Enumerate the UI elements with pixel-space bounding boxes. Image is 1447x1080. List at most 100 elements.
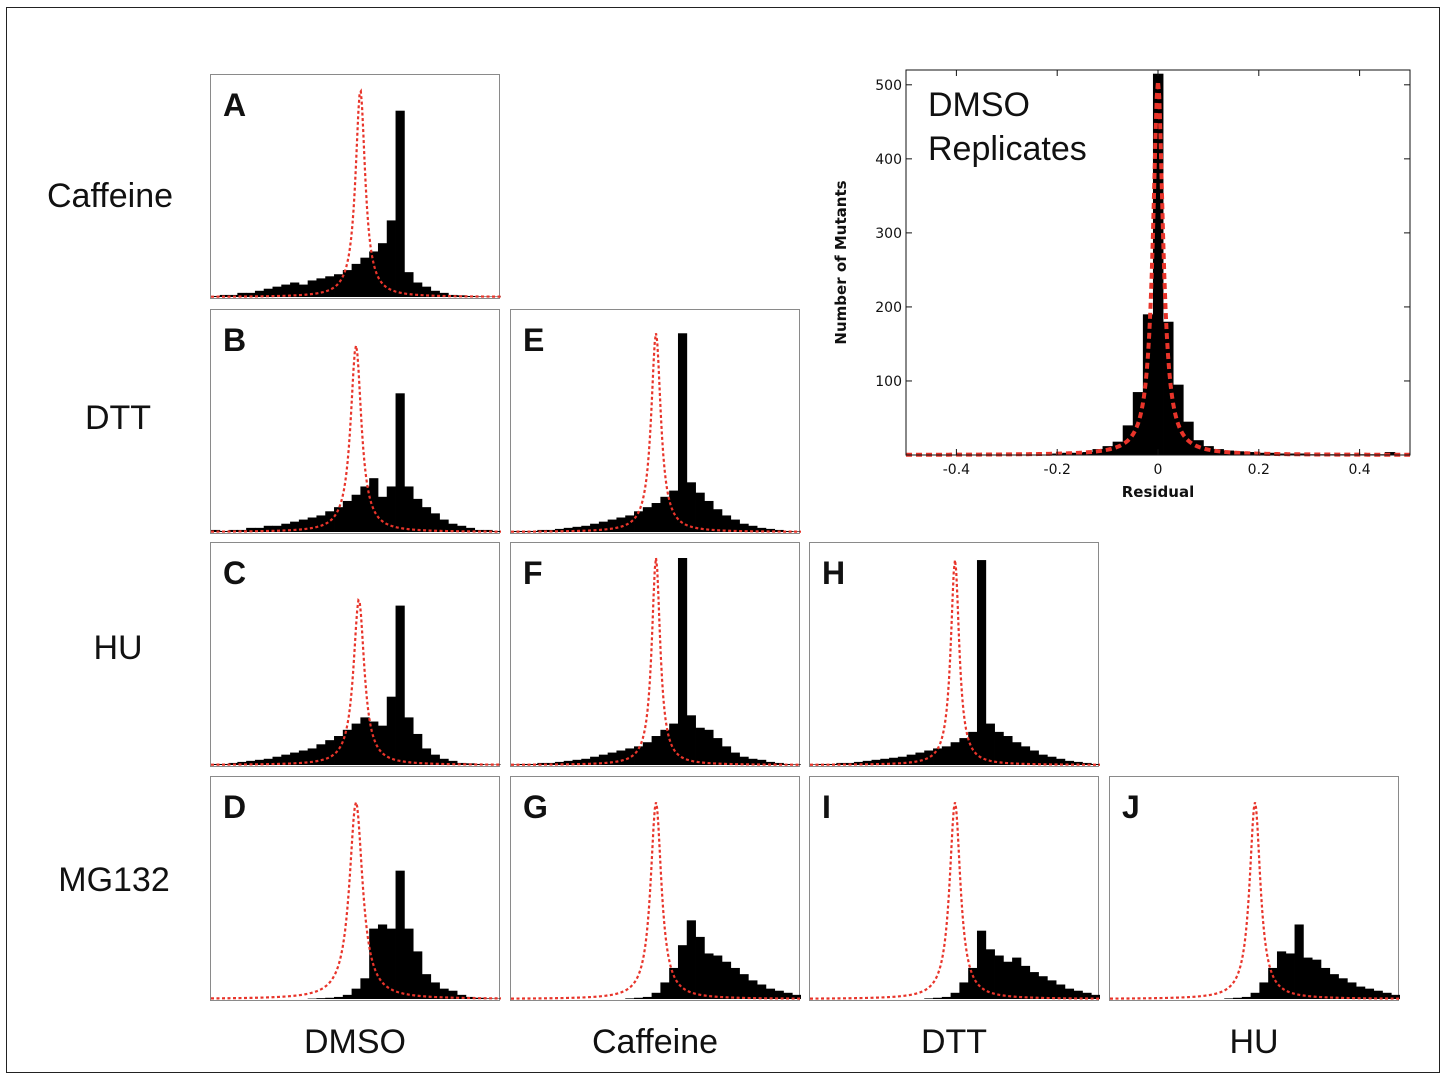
bar bbox=[360, 486, 370, 532]
y-tick-label: 200 bbox=[875, 300, 902, 316]
bar bbox=[1091, 994, 1100, 999]
bar bbox=[704, 500, 714, 532]
bar bbox=[1320, 967, 1331, 999]
bar bbox=[950, 992, 960, 999]
panel-i: I bbox=[809, 776, 1100, 1001]
bar bbox=[669, 967, 679, 999]
column-label-dmso: DMSO bbox=[304, 1023, 406, 1061]
bar bbox=[413, 282, 423, 297]
bar bbox=[730, 967, 740, 999]
bar bbox=[748, 525, 758, 532]
bar bbox=[246, 292, 256, 297]
bar bbox=[1029, 750, 1039, 765]
bar bbox=[254, 527, 265, 532]
fit-curve bbox=[1110, 802, 1400, 1000]
bar bbox=[862, 760, 872, 765]
bar bbox=[669, 723, 679, 765]
bar bbox=[1003, 736, 1013, 765]
x-tick-label: -0.2 bbox=[1044, 462, 1071, 478]
bar bbox=[298, 750, 309, 765]
bar bbox=[1329, 974, 1339, 999]
bar bbox=[1047, 756, 1057, 765]
bar bbox=[1294, 924, 1304, 999]
bar bbox=[430, 754, 440, 765]
bar bbox=[634, 746, 644, 765]
bar bbox=[590, 523, 600, 532]
row-label-caffeine: Caffeine bbox=[46, 177, 174, 215]
bar bbox=[1003, 961, 1013, 999]
x-tick-label: 0.4 bbox=[1348, 462, 1370, 478]
fit-curve bbox=[511, 333, 801, 533]
y-tick-label: 400 bbox=[875, 152, 902, 168]
bar bbox=[1012, 957, 1022, 999]
bar bbox=[686, 920, 696, 999]
row-label-dtt: DTT bbox=[84, 399, 152, 437]
bar bbox=[721, 746, 732, 765]
bar bbox=[660, 496, 670, 532]
bar bbox=[325, 511, 335, 532]
bar bbox=[430, 982, 440, 999]
bar bbox=[590, 756, 600, 765]
bar bbox=[563, 527, 573, 532]
bar bbox=[1073, 990, 1083, 999]
fit-curve bbox=[211, 798, 501, 1000]
bar bbox=[246, 760, 256, 765]
bar bbox=[404, 272, 414, 297]
x-tick-label: 0 bbox=[1154, 462, 1163, 478]
bar bbox=[581, 758, 591, 765]
bar bbox=[572, 759, 582, 765]
bar bbox=[1276, 951, 1287, 999]
bar bbox=[950, 742, 960, 765]
bar bbox=[457, 762, 467, 765]
bar bbox=[272, 756, 282, 765]
bar bbox=[413, 951, 423, 999]
bar bbox=[959, 738, 969, 765]
bar bbox=[421, 748, 432, 765]
y-tick-label: 500 bbox=[875, 78, 902, 94]
panel-a-plot bbox=[211, 88, 501, 298]
bar bbox=[669, 490, 679, 532]
bar bbox=[537, 529, 547, 532]
bar bbox=[537, 762, 547, 765]
bar bbox=[598, 754, 609, 765]
bar bbox=[369, 251, 379, 297]
bar bbox=[994, 731, 1004, 765]
bar bbox=[439, 988, 449, 999]
bar bbox=[677, 333, 688, 532]
bar bbox=[263, 758, 273, 765]
bar bbox=[651, 992, 661, 999]
bar bbox=[290, 521, 300, 532]
panel-i-plot bbox=[810, 802, 1100, 1000]
bar bbox=[1347, 982, 1357, 999]
bar bbox=[765, 528, 776, 532]
bar bbox=[959, 982, 969, 999]
bar bbox=[511, 530, 521, 532]
fit-curve bbox=[511, 557, 801, 766]
bar bbox=[334, 996, 344, 999]
bar bbox=[1303, 957, 1313, 999]
y-tick-label: 100 bbox=[875, 374, 902, 390]
bar bbox=[765, 761, 776, 765]
bar bbox=[677, 558, 688, 765]
bar bbox=[985, 949, 995, 999]
bar bbox=[686, 715, 696, 765]
bar bbox=[334, 507, 344, 532]
bar bbox=[272, 525, 282, 532]
bar bbox=[1312, 959, 1322, 999]
bar bbox=[404, 717, 414, 765]
bar bbox=[757, 527, 767, 532]
bar bbox=[1241, 996, 1252, 999]
bar bbox=[941, 996, 952, 999]
panel-e-plot bbox=[511, 333, 801, 533]
bar bbox=[1382, 992, 1392, 999]
bar bbox=[395, 870, 405, 999]
bar bbox=[351, 494, 361, 532]
bar bbox=[360, 257, 370, 297]
panel-a: A bbox=[210, 74, 501, 299]
bar bbox=[237, 529, 247, 532]
bar bbox=[351, 723, 361, 765]
bar bbox=[704, 729, 714, 765]
bar bbox=[554, 528, 565, 532]
bar bbox=[968, 967, 978, 999]
bar bbox=[395, 110, 405, 297]
